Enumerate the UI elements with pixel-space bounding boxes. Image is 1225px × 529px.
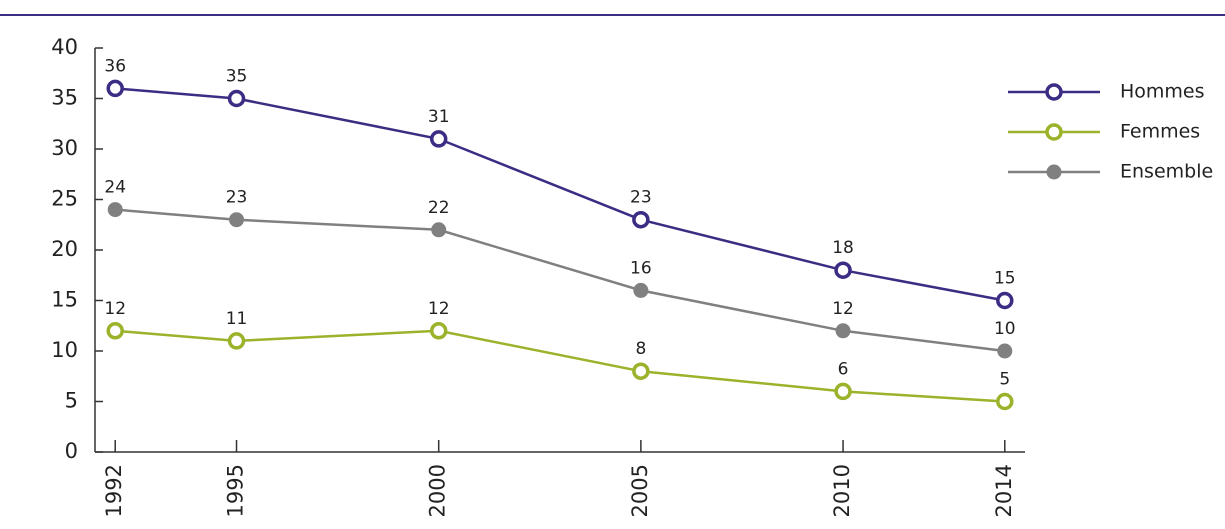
data-label: 5 [999,370,1010,390]
y-tick-label: 35 [51,86,78,110]
data-label: 12 [104,299,126,319]
data-label: 8 [635,339,646,359]
data-label: 15 [994,269,1016,289]
y-tick-label: 30 [51,136,78,160]
series-line [115,87,1006,302]
point [227,332,246,350]
data-label: 12 [428,299,450,319]
y-tick-label: 40 [51,35,78,59]
point [429,130,448,148]
point [429,322,448,340]
point [996,392,1014,411]
point [431,222,447,238]
data-label: 10 [994,319,1016,339]
point [835,323,851,339]
series-line [115,208,1005,353]
data-label: 35 [226,67,248,87]
data-label: 23 [630,188,652,208]
point [229,212,245,228]
point [997,343,1013,359]
data-label: 16 [630,258,652,278]
data-label: 31 [428,107,450,127]
y-tick-label: 10 [51,338,78,362]
point [632,210,650,229]
y-tick-label: 15 [51,288,78,312]
data-label: 12 [832,299,854,319]
data-label: 6 [838,359,849,379]
point [834,261,852,279]
legend-label: Femmes [1120,121,1200,143]
y-tick-label: 0 [65,439,78,463]
point [632,362,650,380]
legend-label: Hommes [1120,81,1205,103]
data-label: 36 [104,56,126,76]
legend-marker [1046,164,1062,180]
data-label: 18 [832,238,854,258]
data-label: 11 [226,309,248,329]
point [106,322,124,340]
y-tick-label: 25 [51,187,78,211]
series-line [115,329,1005,403]
point [227,89,246,108]
point [633,282,649,298]
x-tick-label: 2005 [628,464,652,517]
y-tick-label: 20 [51,237,78,261]
legend-marker [1045,123,1063,141]
point [106,79,124,98]
x-tick-label: 2010 [830,464,854,517]
x-tick-label: 1992 [102,464,126,517]
data-label: 24 [104,178,126,198]
point [834,382,852,401]
y-tick-label: 5 [65,389,78,413]
legend-marker [1045,83,1063,101]
data-label: 23 [226,188,248,208]
x-tick-label: 1995 [224,464,248,517]
legend-label: Ensemble [1120,161,1213,183]
data-label: 22 [428,198,450,218]
x-tick-label: 2014 [992,464,1016,517]
x-tick-label: 2000 [426,464,450,517]
point [107,202,123,218]
point [996,291,1014,310]
